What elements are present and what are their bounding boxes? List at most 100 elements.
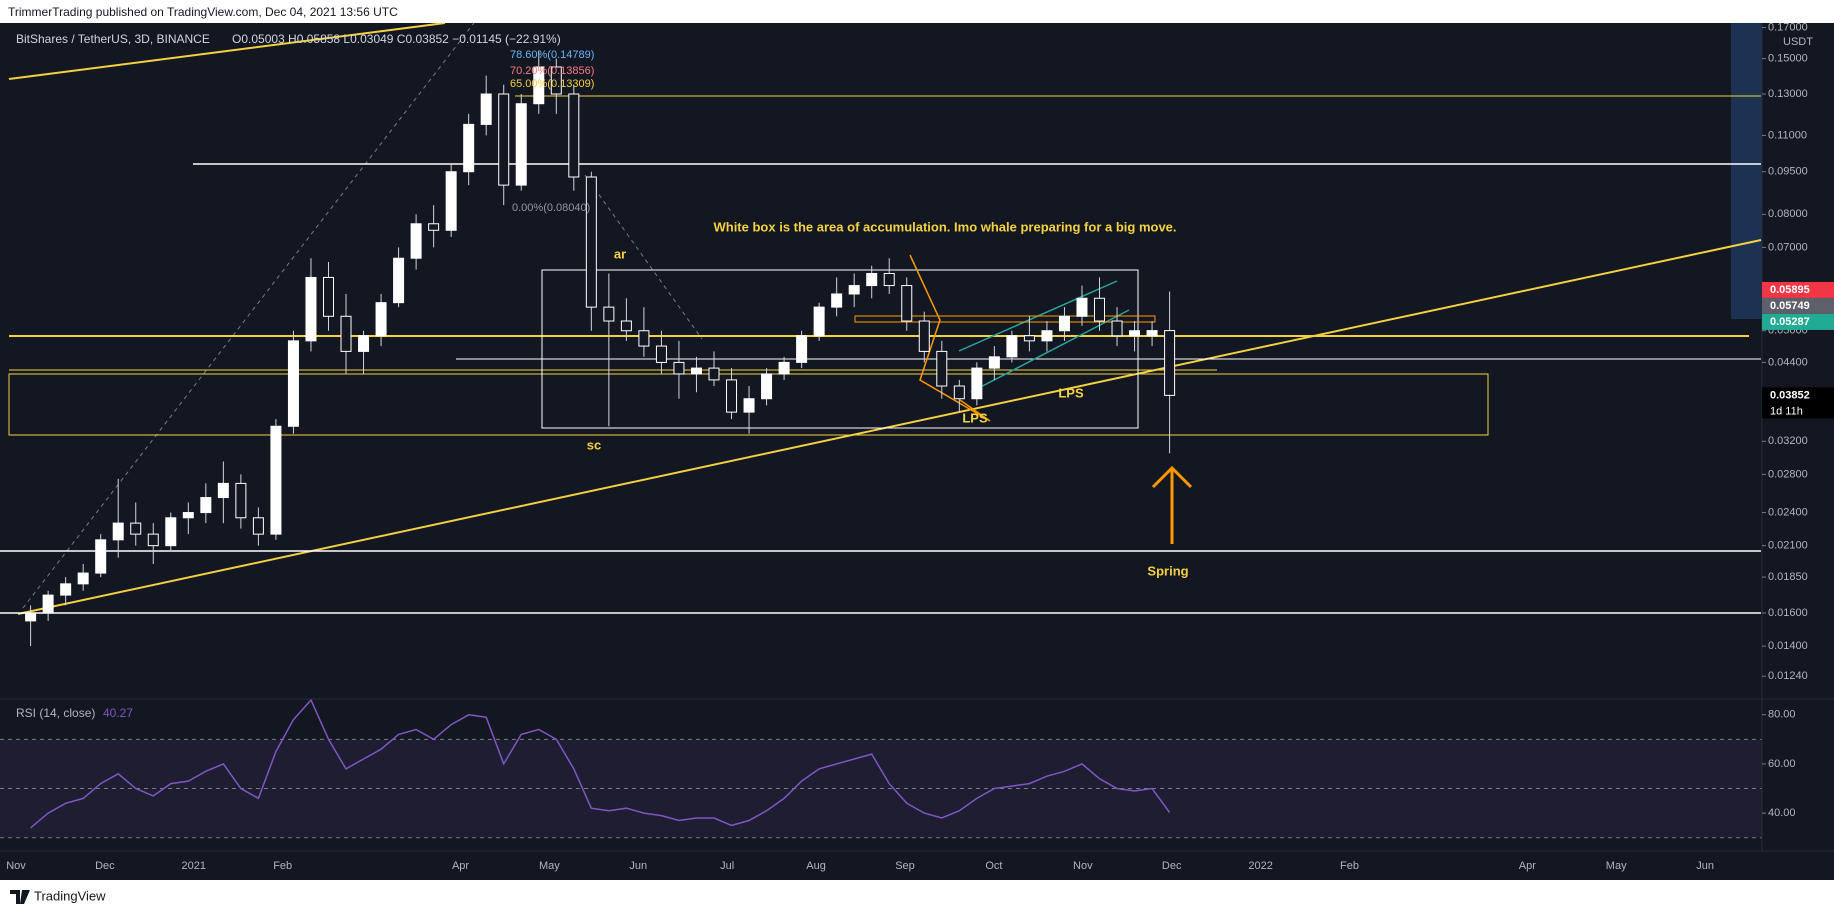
ohlc-legend: O0.05003 H0.05858 L0.03049 C0.03852 −0.0… xyxy=(232,32,561,46)
range-highlight xyxy=(1731,0,1762,319)
candle-body xyxy=(270,425,282,535)
x-tick-label: Oct xyxy=(985,860,1002,872)
candle-body xyxy=(182,512,194,519)
y-tick-label: 0.04400 xyxy=(1768,356,1808,368)
x-tick-label: 2022 xyxy=(1248,860,1272,872)
candle-body xyxy=(533,66,545,105)
annotation: White box is the area of accumulation. I… xyxy=(713,219,1176,234)
candle-body xyxy=(305,276,317,342)
candle-body xyxy=(147,533,159,547)
candle-body xyxy=(340,315,352,352)
x-tick-label: Nov xyxy=(1073,860,1093,872)
candle-body xyxy=(463,123,475,173)
pattern-lines xyxy=(909,254,991,422)
annotation: LPS xyxy=(962,410,988,425)
header-text: TrimmerTrading published on TradingView.… xyxy=(8,5,398,19)
x-tick-label: Jun xyxy=(629,860,647,872)
candle-body xyxy=(638,330,650,347)
header-bar xyxy=(0,0,1834,23)
candle-body xyxy=(1164,330,1176,396)
candle-body xyxy=(568,93,580,178)
candle-body xyxy=(1094,297,1106,322)
fib-label: 70.20%(0.13856) xyxy=(510,65,594,77)
candle-body xyxy=(42,594,54,614)
candle-body xyxy=(971,367,983,400)
candle-body xyxy=(1041,330,1053,342)
price-tag xyxy=(1762,297,1834,314)
candle-body xyxy=(761,373,773,400)
candle-body xyxy=(1058,315,1070,332)
candle-body xyxy=(235,482,247,519)
y-tick-label: 0.02100 xyxy=(1768,540,1808,552)
countdown-bg xyxy=(1762,403,1834,419)
x-tick-label: 2021 xyxy=(182,860,206,872)
candle-body xyxy=(112,522,124,541)
x-tick-label: Dec xyxy=(1162,860,1182,872)
candle-body xyxy=(322,276,334,317)
series xyxy=(0,50,1762,839)
candle-body xyxy=(743,398,755,413)
candle-body xyxy=(585,176,597,308)
candle-body xyxy=(25,612,37,622)
price-tag-label: 0.05895 xyxy=(1770,284,1810,296)
annotation: ar xyxy=(614,246,626,261)
y-tick-label: 0.01240 xyxy=(1768,670,1808,682)
y-tick-label: 0.13000 xyxy=(1768,88,1808,100)
candle-body xyxy=(428,223,440,231)
price-tag xyxy=(1762,313,1834,330)
rsi-line xyxy=(30,698,1171,829)
candle-body xyxy=(498,93,510,186)
candle-body xyxy=(445,171,457,231)
annotation: LPS xyxy=(1058,385,1084,400)
fib-label: 78.60%(0.14789) xyxy=(510,49,594,61)
y-tick-label: 0.17000 xyxy=(1768,21,1808,33)
annotation: sc xyxy=(587,437,601,452)
footer-bar xyxy=(0,880,1834,914)
candle-body xyxy=(95,539,107,574)
candle-body xyxy=(901,285,913,322)
candle-body xyxy=(953,385,965,400)
candle-body xyxy=(393,257,405,304)
candle-body xyxy=(778,361,790,375)
y-tick-label: 0.08000 xyxy=(1768,208,1808,220)
candle-body xyxy=(165,517,177,547)
x-tick-label: Jun xyxy=(1696,860,1714,872)
x-tick-label: May xyxy=(1606,860,1627,872)
yellow-zone xyxy=(8,373,1489,436)
candle-body xyxy=(883,272,895,287)
candle-body xyxy=(1146,330,1158,337)
candle-body xyxy=(200,497,212,514)
fib-label: 0.00%(0.08040) xyxy=(512,202,590,214)
candle-body xyxy=(988,356,1000,369)
candle-body xyxy=(217,482,229,499)
y-tick-label: 0.03200 xyxy=(1768,435,1808,447)
fib-trend xyxy=(22,22,475,609)
price-tag-label: 0.05287 xyxy=(1770,316,1810,328)
x-tick-label: May xyxy=(539,860,560,872)
drawings xyxy=(0,22,1762,615)
y-tick-label: 0.01600 xyxy=(1768,607,1808,619)
x-tick-label: Feb xyxy=(1340,860,1359,872)
unit-label: USDT xyxy=(1783,36,1813,48)
y-tick-label: 0.15000 xyxy=(1768,52,1808,64)
price-tag-label: 0.03852 xyxy=(1770,389,1810,401)
y-tick-label: 0.07000 xyxy=(1768,241,1808,253)
countdown: 1d 11h xyxy=(1770,405,1803,417)
candle-body xyxy=(252,517,264,535)
candle-body xyxy=(410,223,422,259)
candle-body xyxy=(690,367,702,375)
y-tick-label: 0.09500 xyxy=(1768,166,1808,178)
candle-body xyxy=(1111,320,1123,337)
candle-body xyxy=(796,335,808,363)
candle-body xyxy=(831,293,843,308)
rsi-value: 40.27 xyxy=(103,706,133,720)
y-tick-label: 0.02800 xyxy=(1768,468,1808,480)
price-tag xyxy=(1762,281,1834,298)
candle-body xyxy=(287,340,299,427)
candle-body xyxy=(515,103,527,186)
fib-label: 65.00%(0.13309) xyxy=(510,78,594,90)
candle-body xyxy=(1076,297,1088,317)
candle-body xyxy=(375,302,387,337)
candle-body xyxy=(918,320,930,352)
